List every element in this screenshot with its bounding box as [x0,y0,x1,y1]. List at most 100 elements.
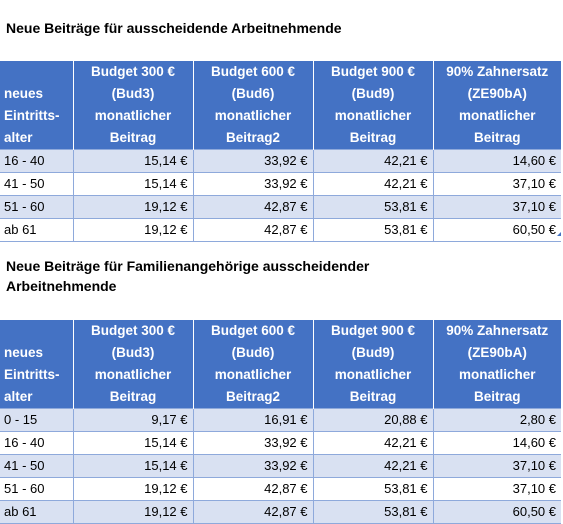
price-cell[interactable]: 42,87 € [192,500,313,524]
price-cell[interactable]: 19,12 € [72,500,193,524]
header-zahnersatz: 90% Zahnersatz (ZE90bA) monatlicher Beitrag [432,320,561,409]
header-line: 90% Zahnersatz [446,323,549,338]
header-line: Beitrag [349,389,397,404]
header-line: monatlicher [458,108,536,123]
header-line: neues [4,345,44,360]
price-cell[interactable]: 33,92 € [192,149,313,173]
table-resize-handle[interactable] [557,232,561,236]
header-line: (Bud9) [351,86,395,101]
header-eintrittsalter: neues Eintritts-alter [0,61,73,150]
header-budget-900: Budget 900 € (Bud9) monatlicher Beitrag [312,61,433,150]
table-row: 51 - 60 19,12 €42,87 €53,81 €37,10 € [0,477,561,501]
price-cell[interactable]: 16,91 € [192,408,313,432]
age-range-cell[interactable]: 16 - 40 [0,149,73,173]
price-cell[interactable]: 53,81 € [312,477,433,501]
age-range-cell[interactable]: 0 - 15 [0,408,73,432]
table-ausscheidende-arbeitnehmende: neues Eintritts-alter Budget 300 € (Bud3) mo… [0,61,561,242]
table-row: 16 - 40 15,14 €33,92 €42,21 €14,60 € [0,149,561,173]
table-row: 41 - 50 15,14 €33,92 €42,21 €37,10 € [0,172,561,196]
header-line: Beitrag [109,130,157,145]
price-cell[interactable]: 60,50 € [432,500,561,524]
header-line: Budget 300 € [90,323,176,338]
price-cell[interactable]: 42,21 € [312,431,433,455]
price-cell[interactable]: 37,10 € [432,195,561,219]
header-line: (ZE90bA) [467,345,527,360]
price-cell[interactable]: 15,14 € [72,149,193,173]
age-range-cell[interactable]: 41 - 50 [0,172,73,196]
price-cell[interactable]: 42,21 € [312,149,433,173]
price-cell[interactable]: 15,14 € [72,431,193,455]
age-range-cell[interactable]: 51 - 60 [0,477,73,501]
header-budget-600: Budget 600 € (Bud6) monatlicher Beitrag2 [192,320,313,409]
price-cell[interactable]: 33,92 € [192,431,313,455]
age-range-cell[interactable]: 16 - 40 [0,431,73,455]
price-cell[interactable]: 42,87 € [192,195,313,219]
price-cell[interactable]: 37,10 € [432,172,561,196]
header-line: monatlicher [334,108,412,123]
header-line: Budget 300 € [90,64,176,79]
price-cell[interactable]: 19,12 € [72,195,193,219]
age-range-cell[interactable]: ab 61 [0,500,73,524]
header-line: 90% Zahnersatz [446,64,549,79]
price-cell[interactable]: 42,87 € [192,477,313,501]
header-zahnersatz: 90% Zahnersatz (ZE90bA) monatlicher Beitrag [432,61,561,150]
header-line: Budget 900 € [330,64,416,79]
price-cell[interactable]: 9,17 € [72,408,193,432]
price-cell[interactable]: 33,92 € [192,454,313,478]
price-cell[interactable]: 2,80 € [432,408,561,432]
header-line: monatlicher [94,108,172,123]
price-cell[interactable]: 37,10 € [432,477,561,501]
price-cell[interactable]: 14,60 € [432,149,561,173]
header-line: monatlicher [214,367,292,382]
header-line: Budget 600 € [210,64,296,79]
price-cell[interactable]: 42,87 € [192,218,313,242]
header-row: neues Eintritts-alter Budget 300 € (Bud3) mo… [0,320,561,409]
age-range-cell[interactable]: 51 - 60 [0,195,73,219]
price-cell[interactable]: 53,81 € [312,218,433,242]
header-budget-300: Budget 300 € (Bud3) monatlicher Beitrag [72,320,193,409]
table-row: ab 61 19,12 €42,87 €53,81 €60,50 € [0,218,561,242]
price-cell[interactable]: 53,81 € [312,195,433,219]
header-line: Budget 600 € [210,323,296,338]
age-range-cell[interactable]: ab 61 [0,218,73,242]
header-line: monatlicher [214,108,292,123]
price-cell[interactable]: 42,21 € [312,172,433,196]
header-eintrittsalter: neues Eintritts-alter [0,320,73,409]
header-line: (Bud3) [111,86,155,101]
price-cell[interactable]: 19,12 € [72,218,193,242]
header-budget-300: Budget 300 € (Bud3) monatlicher Beitrag [72,61,193,150]
header-line: Beitrag [473,130,521,145]
price-cell[interactable]: 33,92 € [192,172,313,196]
price-cell[interactable]: 19,12 € [72,477,193,501]
header-line: (Bud9) [351,345,395,360]
price-cell[interactable]: 20,88 € [312,408,433,432]
header-budget-900: Budget 900 € (Bud9) monatlicher Beitrag [312,320,433,409]
table-row: 51 - 60 19,12 €42,87 €53,81 €37,10 € [0,195,561,219]
price-cell[interactable]: 15,14 € [72,172,193,196]
header-line: Beitrag [109,389,157,404]
header-line: monatlicher [94,367,172,382]
header-budget-600: Budget 600 € (Bud6) monatlicher Beitrag2 [192,61,313,150]
age-range-cell[interactable]: 41 - 50 [0,454,73,478]
header-line: Beitrag2 [225,130,281,145]
table-row: 16 - 40 15,14 €33,92 €42,21 €14,60 € [0,431,561,455]
price-cell[interactable]: 14,60 € [432,431,561,455]
price-cell[interactable]: 42,21 € [312,454,433,478]
header-line: Beitrag [473,389,521,404]
header-line: (ZE90bA) [467,86,527,101]
header-line: Budget 900 € [330,323,416,338]
header-line: monatlicher [334,367,412,382]
header-line: alter [4,389,33,404]
price-cell[interactable]: 60,50 € [432,218,561,242]
table2-title: Neue Beiträge für Familienangehörige aus… [6,258,370,294]
header-line: Beitrag [349,130,397,145]
header-row: neues Eintritts-alter Budget 300 € (Bud3) mo… [0,61,561,150]
price-cell[interactable]: 15,14 € [72,454,193,478]
header-line: Eintritts- [4,108,60,123]
header-line: (Bud6) [231,345,275,360]
price-cell[interactable]: 37,10 € [432,454,561,478]
price-cell[interactable]: 53,81 € [312,500,433,524]
header-line: Beitrag2 [225,389,281,404]
header-line: (Bud3) [111,345,155,360]
table1-title: Neue Beiträge für ausscheidende Arbeitne… [6,20,342,36]
